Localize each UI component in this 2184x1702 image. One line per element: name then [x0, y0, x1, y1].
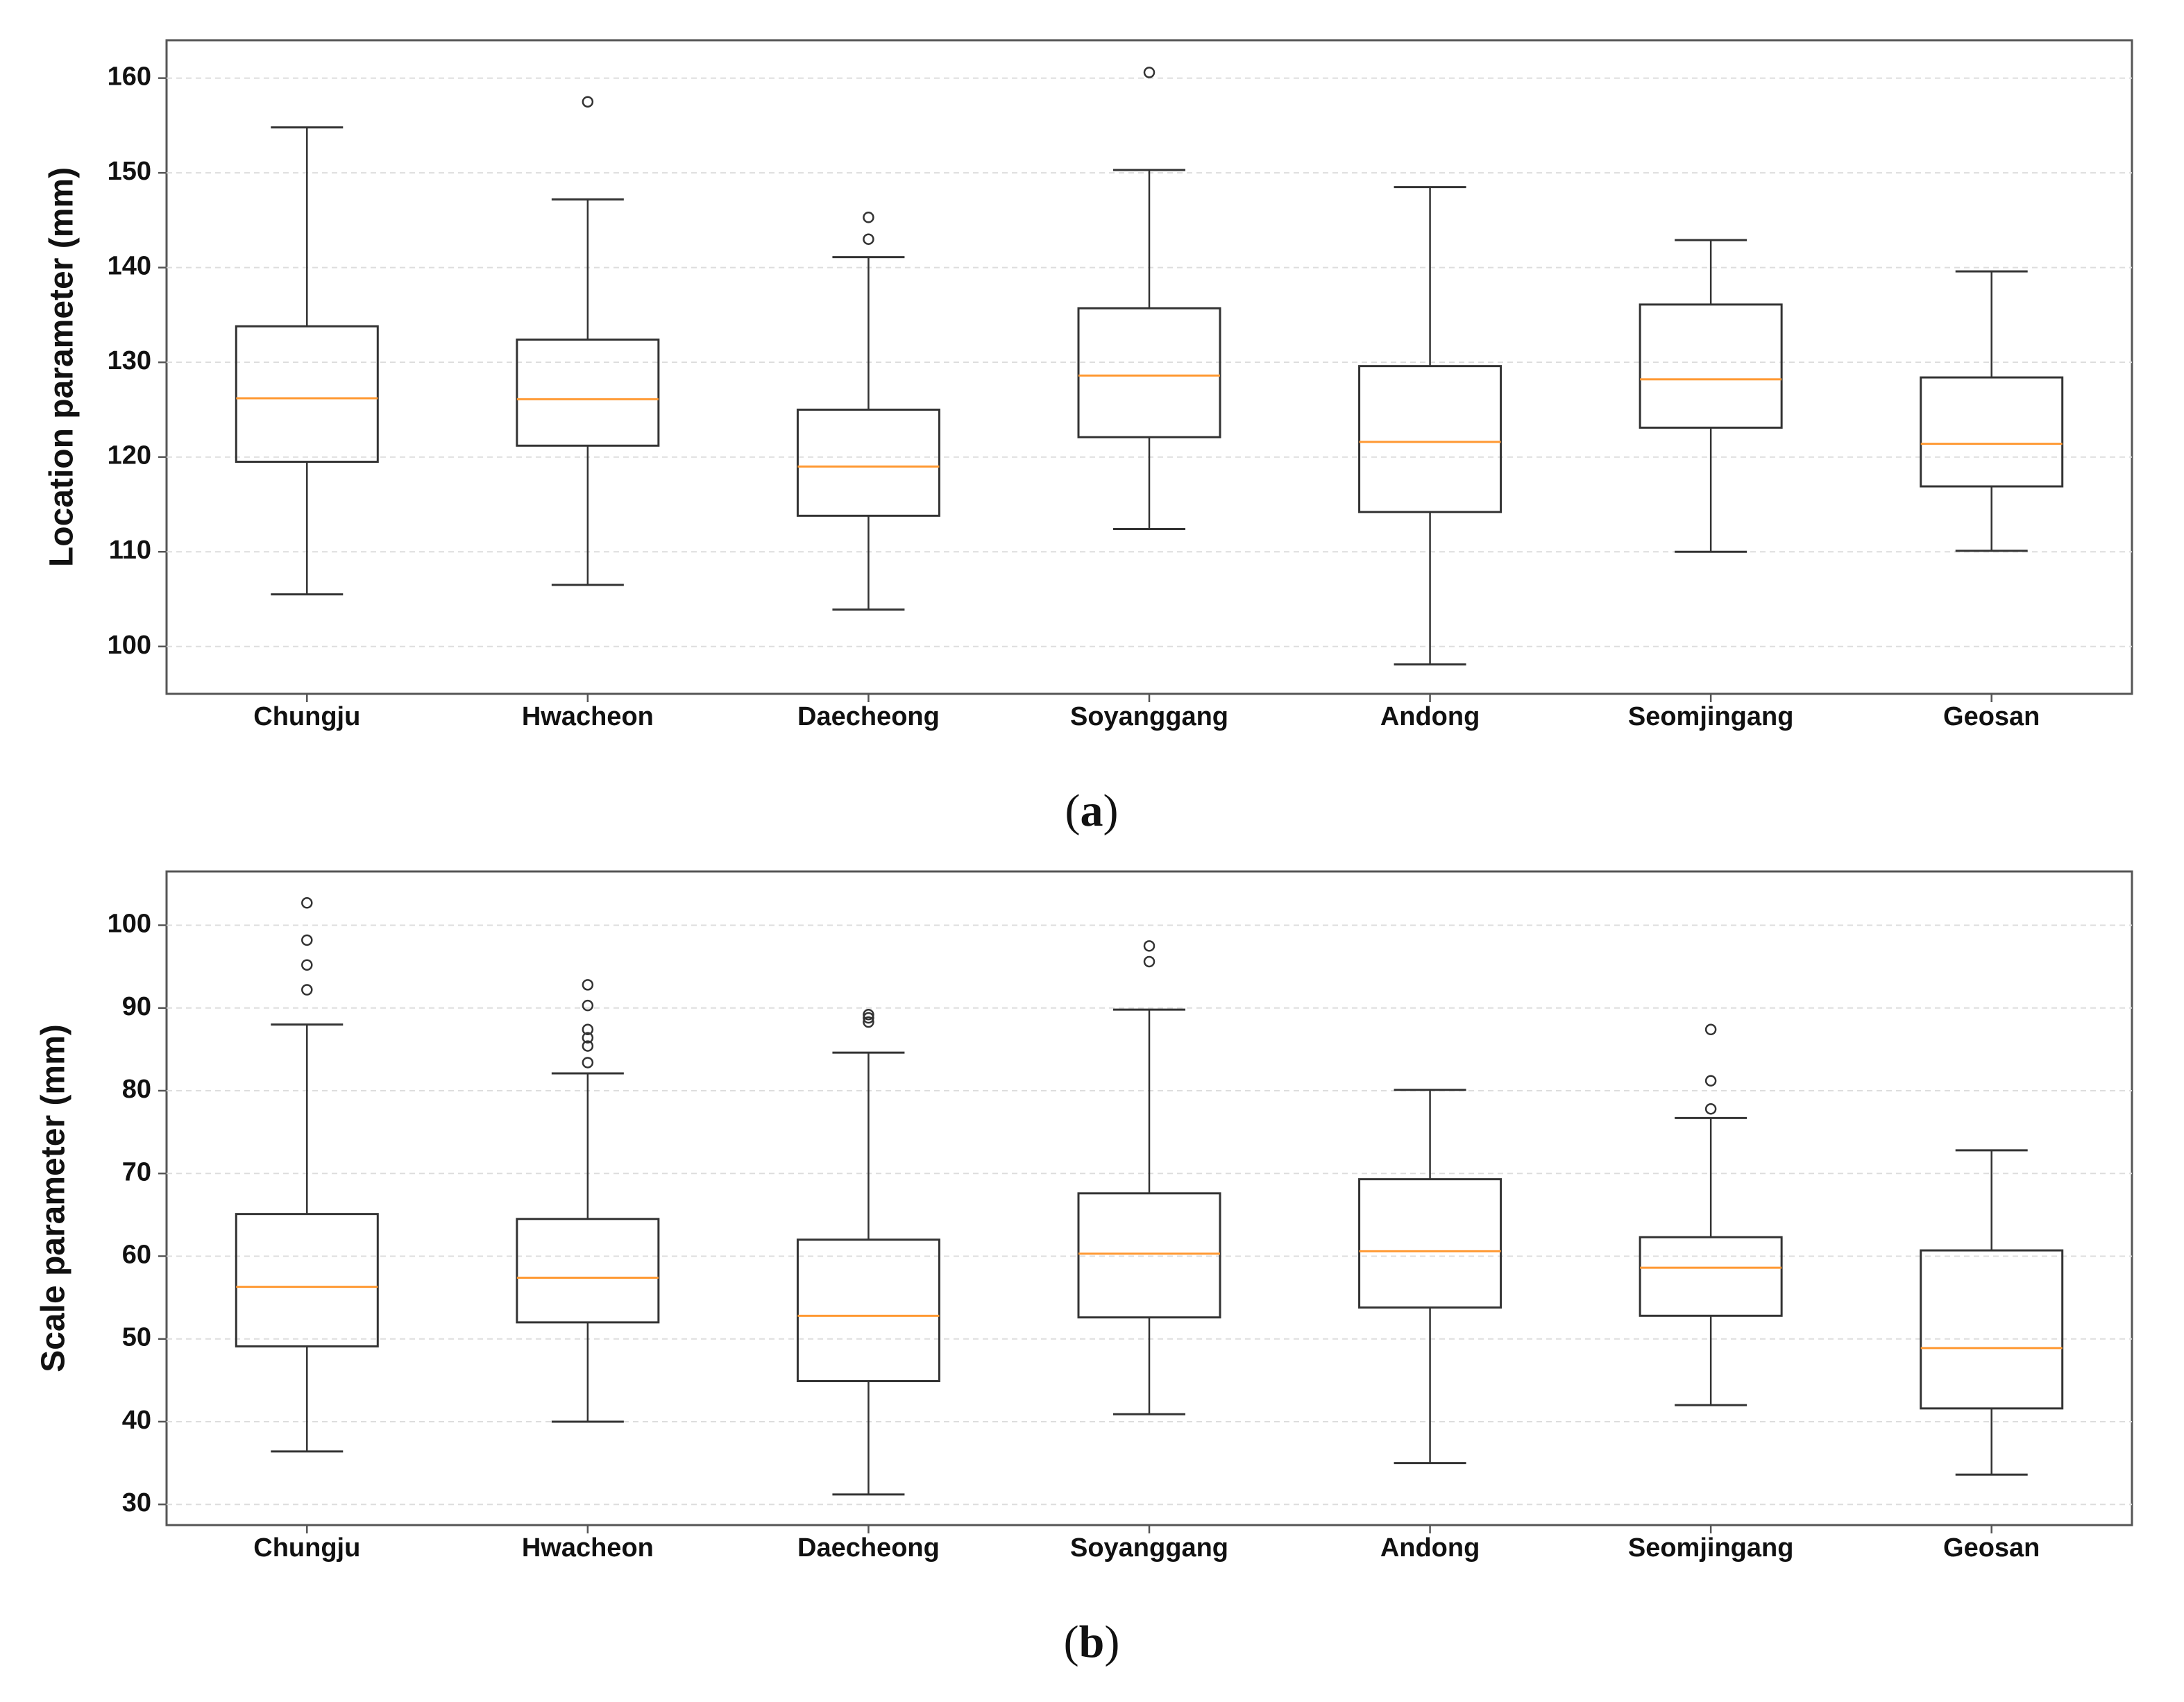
y-tick-label: 90 [122, 992, 151, 1021]
caption-b: (b) [1064, 1617, 1120, 1667]
caption-a-letter: a [1081, 785, 1103, 836]
y-axis-b: 30 40 50 60 70 80 90 100 [108, 910, 167, 1517]
outlier-point [582, 1032, 594, 1044]
outlier-point [582, 979, 594, 991]
outlier-point [1143, 67, 1156, 78]
outlier-point [863, 1016, 874, 1028]
outlier-point [863, 233, 874, 245]
outlier-point [1143, 940, 1156, 952]
x-tick-label: Andong [1380, 702, 1480, 731]
x-tick-label: Daecheong [797, 702, 940, 731]
y-tick-label: 110 [109, 536, 151, 565]
outlier-point [863, 1012, 874, 1024]
panel-b: 30 40 50 60 70 80 90 100 Chungju Hwacheon Daecheo… [35, 870, 2133, 1667]
box-andong [1358, 1089, 1502, 1465]
box-hwacheon [516, 96, 660, 586]
y-axis-label-b: Scale parameter (mm) [35, 1024, 72, 1372]
y-tick-label: 40 [122, 1406, 151, 1435]
y-tick-label: 160 [108, 62, 151, 92]
x-tick-label: Geosan [1943, 702, 2040, 731]
outlier-point [1704, 1103, 1717, 1115]
x-tick-label: Chungju [253, 702, 360, 731]
outlier-point [1143, 955, 1156, 968]
y-tick-label: 70 [122, 1157, 151, 1186]
iqr-box [516, 338, 660, 447]
outlier-point [301, 984, 313, 996]
iqr-box [1639, 1236, 1783, 1317]
box-seomjingang [1639, 1023, 1783, 1406]
y-tick-label: 60 [122, 1240, 151, 1269]
outlier-point [582, 1057, 594, 1069]
box-seomjingang [1639, 239, 1783, 553]
box-chungju [235, 126, 379, 596]
outlier-point [301, 934, 313, 946]
panel-a: 100 110 120 130 140 150 160 Chungju Hwacheon Dae… [44, 39, 2133, 836]
iqr-box [235, 1213, 379, 1347]
box-andong [1358, 186, 1502, 666]
boxes-a [235, 67, 2064, 666]
y-axis-label-a: Location parameter (mm) [44, 167, 81, 567]
iqr-box [796, 408, 940, 517]
x-tick-label: Hwacheon [522, 702, 654, 731]
iqr-box [516, 1218, 660, 1324]
outlier-point [582, 1023, 594, 1035]
x-tick-label: Soyanggang [1070, 1533, 1228, 1563]
iqr-box [1639, 303, 1783, 429]
caption-a: (a) [1065, 785, 1119, 836]
iqr-box [1077, 307, 1221, 439]
box-soyanggang [1077, 940, 1221, 1415]
y-tick-label: 30 [122, 1488, 151, 1517]
iqr-box [1358, 1178, 1502, 1309]
x-tick-label: Seomjingang [1628, 702, 1794, 731]
iqr-box [1920, 376, 2064, 488]
box-daecheong [796, 1009, 940, 1496]
outlier-point [863, 1009, 874, 1021]
x-axis-b: Chungju Hwacheon Daecheong Soyanggang Andong… [253, 1525, 2040, 1563]
box-geosan [1920, 1149, 2064, 1476]
caption-b-letter: b [1079, 1617, 1105, 1667]
box-soyanggang [1077, 67, 1221, 530]
x-tick-label: Soyanggang [1070, 702, 1228, 731]
box-chungju [235, 897, 379, 1453]
y-tick-label: 100 [108, 910, 151, 939]
iqr-box [1077, 1192, 1221, 1319]
outlier-point [582, 96, 594, 108]
outlier-point [582, 999, 594, 1012]
iqr-box [1358, 365, 1502, 513]
boxes-b [235, 897, 2064, 1496]
x-tick-label: Geosan [1943, 1533, 2040, 1563]
x-tick-label: Andong [1380, 1533, 1480, 1563]
box-geosan [1920, 270, 2064, 552]
y-tick-label: 50 [122, 1323, 151, 1352]
outlier-point [863, 212, 874, 223]
outlier-point [1704, 1075, 1717, 1087]
y-tick-label: 100 [108, 631, 151, 660]
x-axis-a: Chungju Hwacheon Daecheong Soyanggang Andong… [253, 694, 2040, 731]
x-tick-label: Daecheong [797, 1533, 940, 1563]
outlier-point [301, 959, 313, 971]
x-tick-label: Hwacheon [522, 1533, 654, 1563]
iqr-box [796, 1239, 940, 1383]
box-hwacheon [516, 979, 660, 1423]
iqr-box [1920, 1249, 2064, 1410]
outlier-point [582, 1040, 594, 1052]
y-tick-label: 130 [108, 346, 151, 375]
x-tick-label: Chungju [253, 1533, 360, 1563]
iqr-box [235, 325, 379, 463]
y-tick-label: 140 [108, 252, 151, 281]
outlier-point [301, 897, 313, 909]
y-tick-label: 150 [108, 157, 151, 186]
y-tick-label: 120 [108, 441, 151, 470]
x-tick-label: Seomjingang [1628, 1533, 1794, 1563]
outlier-point [1704, 1023, 1717, 1035]
y-tick-label: 80 [122, 1075, 151, 1104]
box-daecheong [796, 212, 940, 611]
y-axis-a: 100 110 120 130 140 150 160 [108, 62, 167, 660]
